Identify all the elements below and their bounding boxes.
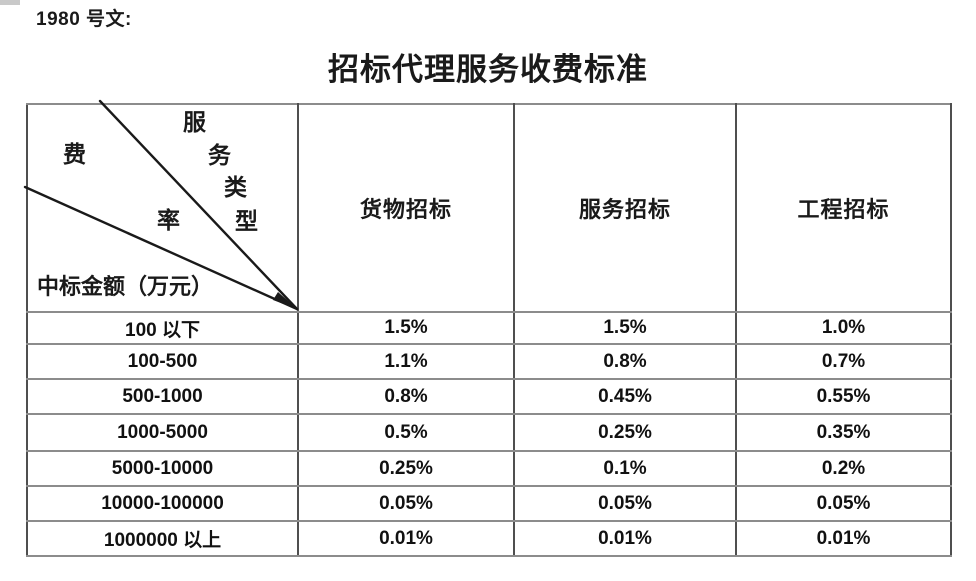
fee-cell: 0.05% (513, 485, 737, 522)
fee-cell: 0.25% (297, 450, 515, 487)
fee-cell: 0.01% (735, 520, 952, 557)
diagonal-corner-cell: 服 务 类 型 费 率 中标金额（万元） (23, 99, 299, 313)
amount-axis-label: 中标金额（万元） (37, 274, 214, 299)
row-label: 500-1000 (26, 378, 299, 415)
table-header-row: 服 务 类 型 费 率 中标金额（万元） 货物招标 服务招标 工程招标 (23, 99, 952, 313)
row-label: 100 以下 (26, 311, 299, 345)
column-header-engineering: 工程招标 (735, 103, 952, 313)
doc-number-label: 1980 号文: (36, 9, 132, 30)
fee-cell: 1.5% (513, 311, 737, 345)
table-row: 100 以下 1.5% 1.5% 1.0% (26, 311, 952, 345)
fee-cell: 1.0% (735, 311, 952, 345)
table-row: 1000000 以上 0.01% 0.01% 0.01% (26, 520, 952, 557)
service-type-char-2: 务 (208, 143, 231, 168)
service-type-char-1: 服 (183, 110, 206, 135)
service-type-char-4: 型 (235, 209, 258, 234)
fee-cell: 0.7% (735, 343, 952, 380)
table-row: 500-1000 0.8% 0.45% 0.55% (26, 378, 952, 415)
fee-cell: 0.2% (735, 450, 952, 487)
fee-rate-char-2: 率 (157, 208, 180, 233)
fee-cell: 0.55% (735, 378, 952, 415)
fee-cell: 1.5% (297, 311, 515, 345)
fee-cell: 1.1% (297, 343, 515, 380)
fee-cell: 0.45% (513, 378, 737, 415)
row-label: 100-500 (26, 343, 299, 380)
fee-standard-table: 服 务 类 型 费 率 中标金额（万元） 货物招标 服务招标 工程招标 100 … (23, 99, 952, 557)
page-title: 招标代理服务收费标准 (328, 52, 648, 87)
row-label: 10000-100000 (26, 485, 299, 522)
scan-artifact (0, 0, 20, 5)
fee-cell: 0.8% (513, 343, 737, 380)
fee-cell: 0.01% (297, 520, 515, 557)
row-label: 1000-5000 (26, 413, 299, 452)
column-header-services: 服务招标 (513, 103, 737, 313)
fee-cell: 0.1% (513, 450, 737, 487)
fee-cell: 0.25% (513, 413, 737, 452)
row-label: 1000000 以上 (26, 520, 299, 557)
table-row: 5000-10000 0.25% 0.1% 0.2% (26, 450, 952, 487)
fee-cell: 0.8% (297, 378, 515, 415)
fee-cell: 0.35% (735, 413, 952, 452)
row-label: 5000-10000 (26, 450, 299, 487)
fee-rate-char-1: 费 (63, 142, 86, 167)
diagonal-lines-graphic (23, 99, 299, 311)
table-row: 10000-100000 0.05% 0.05% 0.05% (26, 485, 952, 522)
table-row: 1000-5000 0.5% 0.25% 0.35% (26, 413, 952, 452)
fee-cell: 0.5% (297, 413, 515, 452)
table-row: 100-500 1.1% 0.8% 0.7% (26, 343, 952, 380)
fee-cell: 0.05% (297, 485, 515, 522)
fee-cell: 0.05% (735, 485, 952, 522)
column-header-goods: 货物招标 (297, 103, 515, 313)
service-type-char-3: 类 (224, 175, 247, 200)
fee-cell: 0.01% (513, 520, 737, 557)
